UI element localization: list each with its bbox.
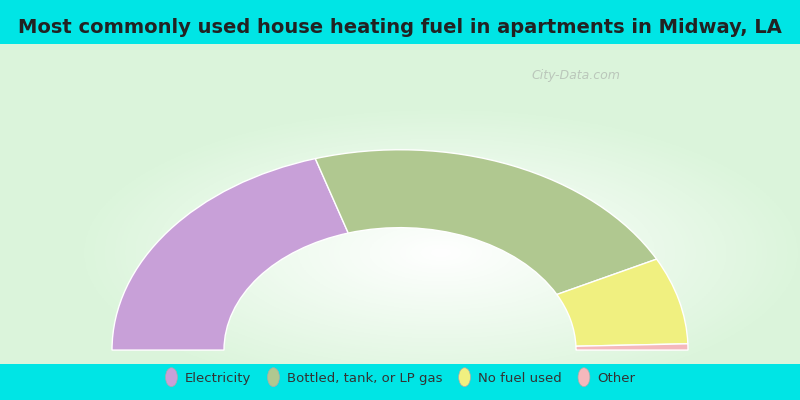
Wedge shape [576, 344, 688, 350]
Text: City-Data.com: City-Data.com [531, 70, 621, 82]
Wedge shape [112, 158, 348, 350]
Wedge shape [557, 259, 688, 346]
Wedge shape [315, 150, 657, 294]
Legend: Electricity, Bottled, tank, or LP gas, No fuel used, Other: Electricity, Bottled, tank, or LP gas, N… [165, 371, 635, 385]
Text: Most commonly used house heating fuel in apartments in Midway, LA: Most commonly used house heating fuel in… [18, 18, 782, 37]
